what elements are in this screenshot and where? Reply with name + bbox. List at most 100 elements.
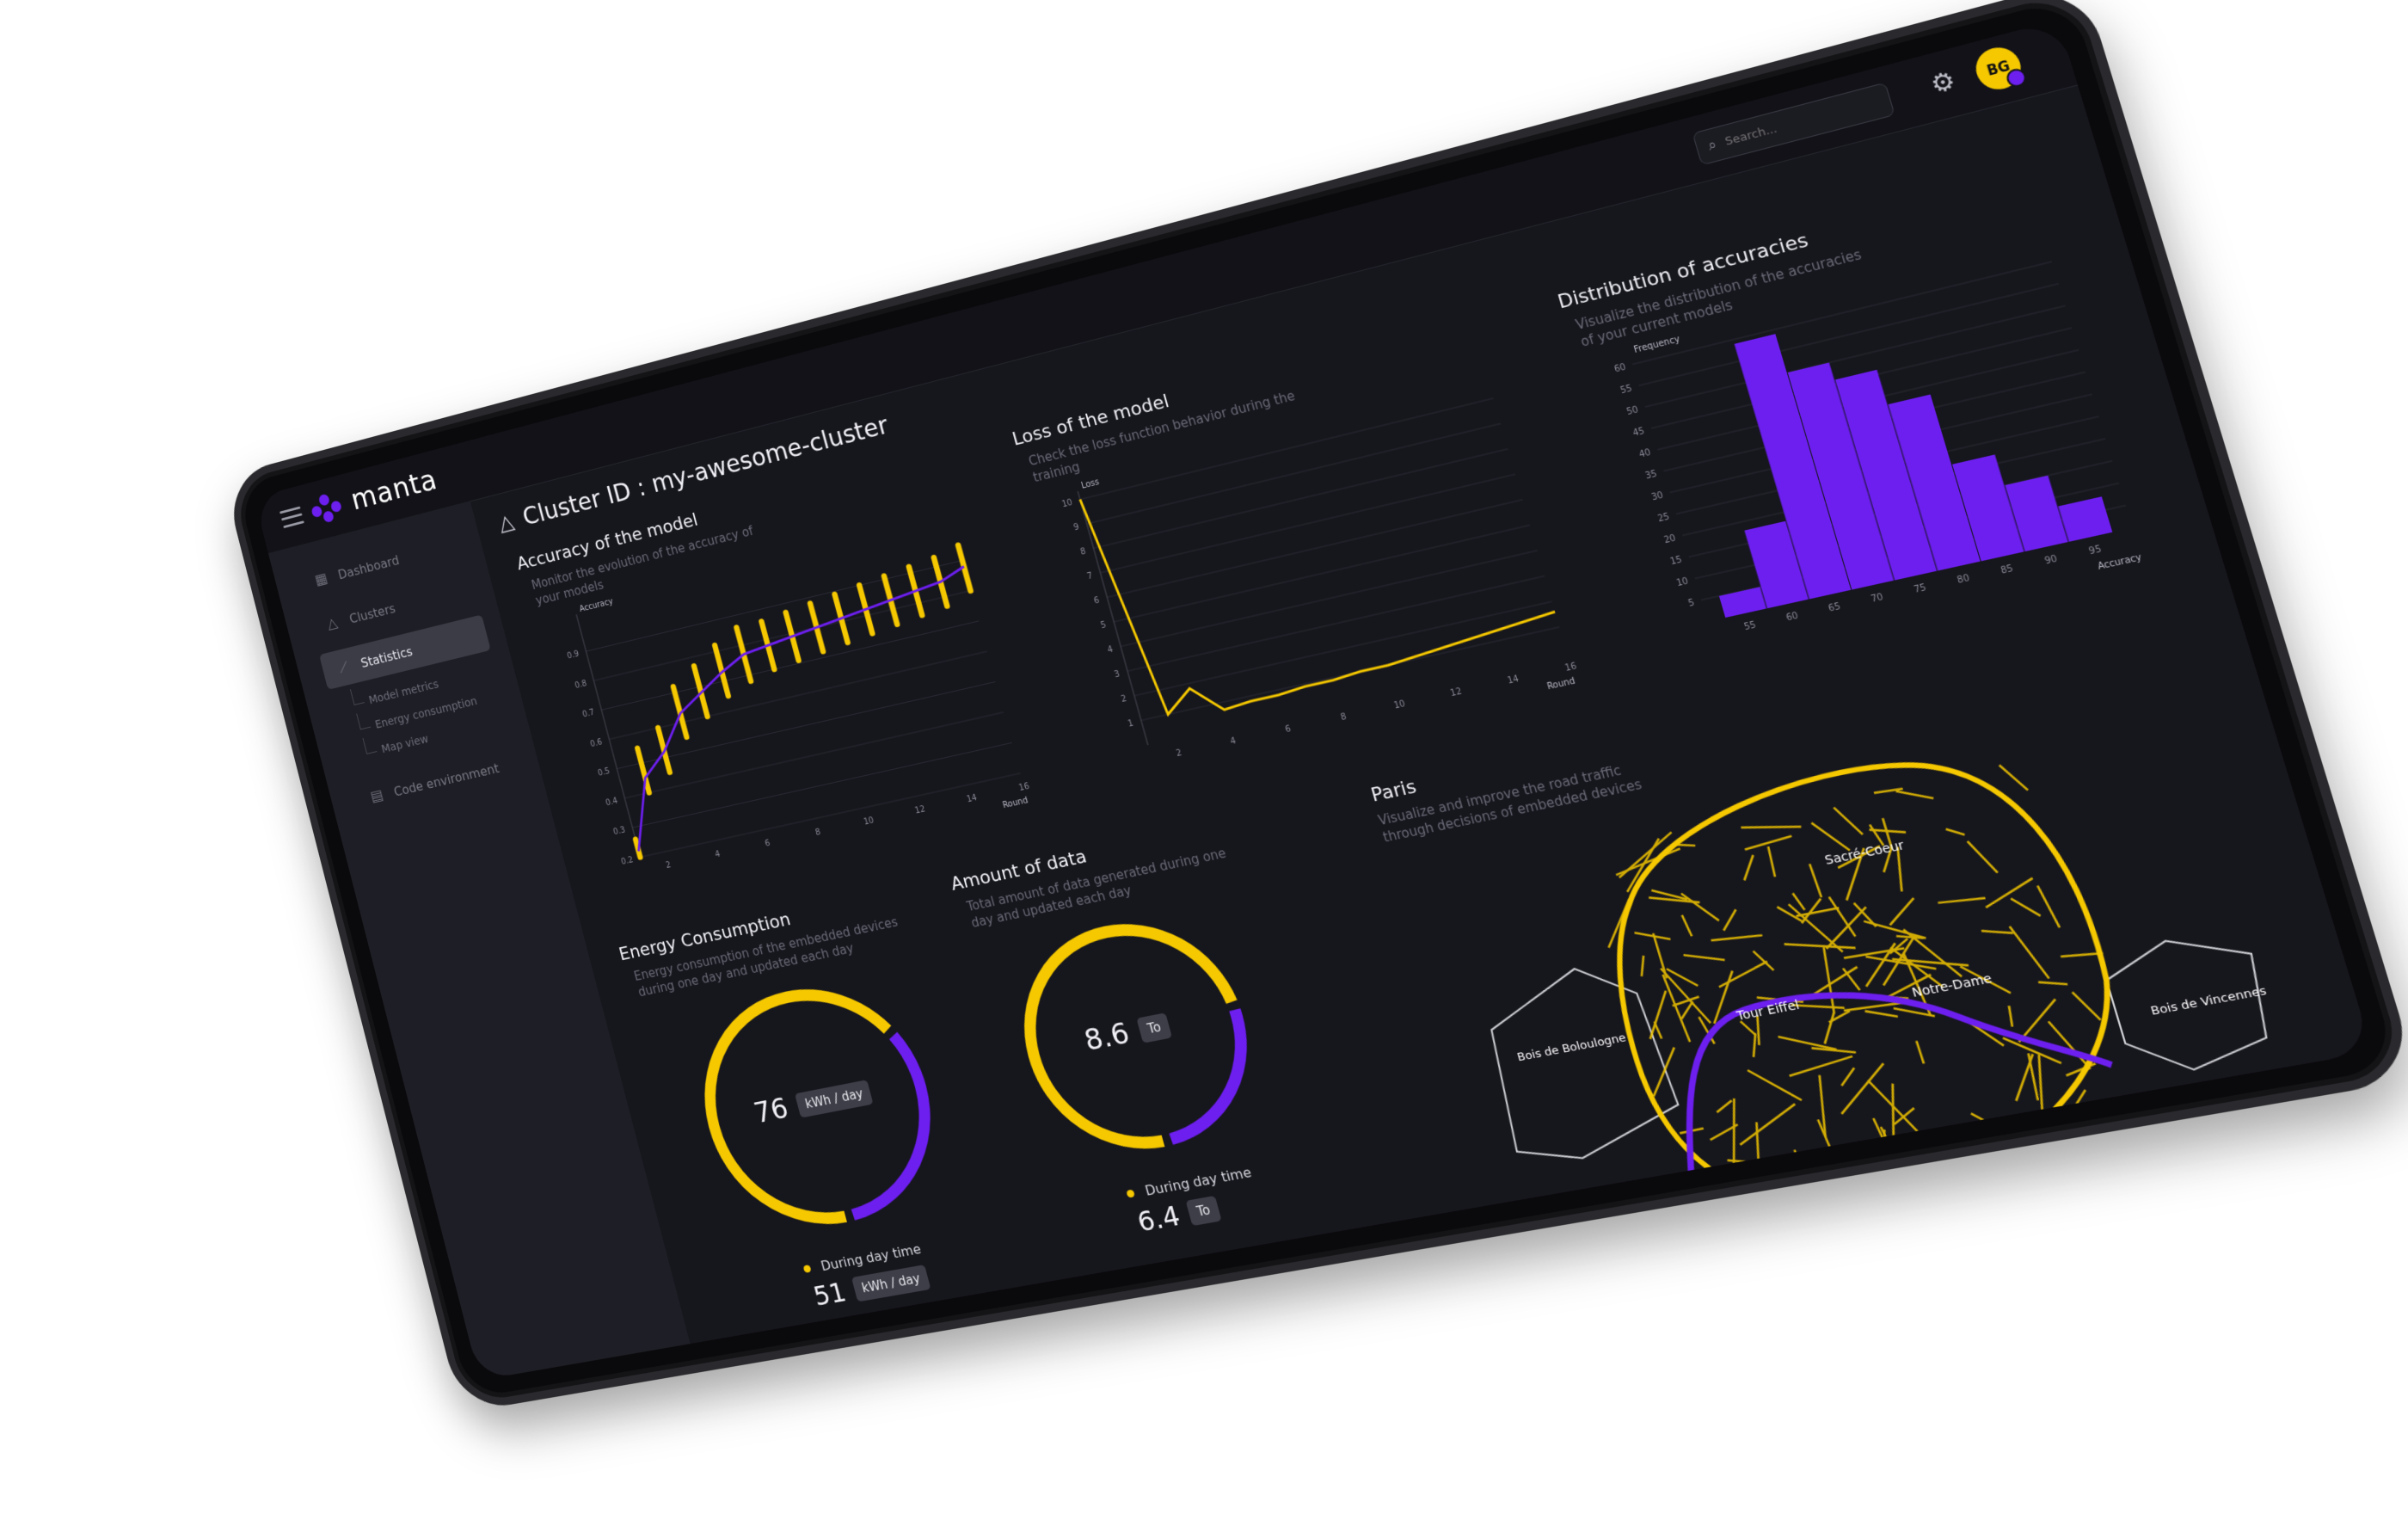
data-day-value: 6.4 xyxy=(1133,1199,1184,1239)
energy-night-label: During night time xyxy=(843,1329,956,1363)
grid-line xyxy=(1114,525,1530,622)
street-segment xyxy=(1837,1068,1858,1086)
street-segment xyxy=(1813,1154,1836,1192)
street-segment xyxy=(1857,1165,1900,1185)
street-segment xyxy=(1946,826,1965,838)
yellow-dot-icon xyxy=(802,1265,812,1273)
grid-line xyxy=(1121,551,1537,647)
street-segment xyxy=(1707,1124,1741,1140)
cluster-icon: △ xyxy=(325,613,340,633)
cluster-icon: △ xyxy=(495,508,517,536)
sidebar-subitem-map[interactable]: Map view xyxy=(380,732,430,756)
x-tick-label: 6 xyxy=(764,839,771,849)
street-segment xyxy=(1873,1117,1891,1160)
x-tick-label: 65 xyxy=(1828,601,1842,614)
data-night-value: 2.2 xyxy=(1158,1291,1209,1331)
sidebar-item-code-environment[interactable]: ▤ Code environment xyxy=(352,745,525,818)
energy-day-value: 51 xyxy=(810,1276,850,1313)
y-tick-label: 9 xyxy=(1072,522,1080,532)
street-segment xyxy=(1830,1185,1850,1190)
energy-total-value: 76 xyxy=(750,1092,792,1130)
x-tick-label: 10 xyxy=(863,815,875,827)
street-segment xyxy=(1971,1105,2032,1154)
energy-night-unit: kWh / day xyxy=(875,1354,955,1381)
street-segment xyxy=(1908,1167,1951,1228)
x-tick-label: 80 xyxy=(1956,573,1970,586)
x-tick-label: 16 xyxy=(1018,781,1031,793)
y-tick-label: 0.5 xyxy=(597,766,611,779)
grid-line xyxy=(632,742,1011,828)
data-night-legend: During night time 2.2 To xyxy=(1150,1255,1299,1331)
y-tick-label: 45 xyxy=(1631,426,1645,439)
street-segment xyxy=(1797,908,1840,916)
x-tick-label: 12 xyxy=(914,804,926,815)
street-segment xyxy=(1748,1062,1802,1108)
gear-icon[interactable]: ⚙ xyxy=(1926,65,1959,101)
search-input[interactable] xyxy=(1721,98,1865,150)
street-network xyxy=(1581,756,2173,1265)
street-segment xyxy=(2006,1006,2015,1026)
app-name: manta xyxy=(347,463,441,517)
x-tick-label: 8 xyxy=(1340,712,1348,723)
street-segment xyxy=(2047,1090,2097,1134)
y-tick-label: 4 xyxy=(1107,644,1115,655)
sidebar-subitem-model-metrics[interactable]: Model metrics xyxy=(367,678,440,707)
y-tick-label: 3 xyxy=(1114,669,1121,680)
street-segment xyxy=(1923,1144,1963,1160)
y-tick-label: 20 xyxy=(1663,533,1678,546)
yellow-dot-icon xyxy=(1126,1189,1136,1198)
street-segment xyxy=(1738,855,1760,880)
street-segment xyxy=(2011,894,2040,920)
statistics-icon: ⟋ xyxy=(337,658,351,677)
y-tick-label: 5 xyxy=(1687,598,1696,609)
y-tick-label: 7 xyxy=(1086,571,1094,582)
street-segment xyxy=(1777,1191,1791,1222)
street-segment xyxy=(1715,962,1772,988)
grid-line xyxy=(1100,474,1515,573)
street-segment xyxy=(1968,837,1998,877)
x-tick-label: 14 xyxy=(1507,674,1520,686)
x-tick-label: 4 xyxy=(1229,736,1237,748)
y-tick-label: 6 xyxy=(1093,595,1101,606)
street-segment xyxy=(2078,1122,2123,1191)
street-segment xyxy=(1818,1118,1837,1164)
street-segment xyxy=(2107,1095,2135,1117)
grid-line xyxy=(1094,449,1508,549)
street-segment xyxy=(1667,964,1698,991)
y-tick-label: 55 xyxy=(1619,384,1633,397)
street-segment xyxy=(1655,1021,1662,1039)
street-segment xyxy=(1938,894,1985,907)
street-segment xyxy=(1795,1149,1806,1179)
paris-map[interactable]: Sacré-Coeur Tour Eiffel Notre-Dame Bois … xyxy=(1379,649,2345,1297)
street-segment xyxy=(2000,761,2028,794)
x-tick-label: 8 xyxy=(814,828,822,838)
avatar[interactable]: BG xyxy=(1970,42,2029,95)
map-label-notre-dame: Notre-Dame xyxy=(1910,972,1993,1001)
street-segment xyxy=(1830,1063,1895,1114)
tablet-frame: manta ⌕ ⚙ BG ▦ Dashboard △ xyxy=(222,0,2408,1413)
x-tick-label: 95 xyxy=(2088,544,2104,557)
street-segment xyxy=(1883,898,1920,925)
purple-dot-icon xyxy=(826,1353,836,1363)
street-segment xyxy=(2034,1144,2062,1168)
street-segment xyxy=(1683,948,1724,968)
street-segment xyxy=(1981,878,2039,908)
x-tick-label: 75 xyxy=(1913,582,1927,595)
x-tick-label: 2 xyxy=(1175,748,1182,760)
map-label-bois-de-vincennes: Bois de Vincennes xyxy=(2149,983,2268,1018)
y-axis-label: Frequency xyxy=(1632,334,1681,355)
y-tick-label: 30 xyxy=(1650,490,1664,503)
y-tick-label: 10 xyxy=(1675,576,1690,589)
data-night-label: During night time xyxy=(1168,1254,1289,1291)
y-tick-label: 0.7 xyxy=(581,708,595,720)
search-icon: ⌕ xyxy=(1705,135,1719,154)
menu-icon[interactable] xyxy=(279,506,304,528)
error-bar xyxy=(715,645,728,696)
street-segment xyxy=(1635,926,1671,945)
y-tick-label: 5 xyxy=(1100,620,1108,631)
street-segment xyxy=(2037,884,2060,930)
sidebar-item-label: Statistics xyxy=(359,643,415,671)
street-segment xyxy=(1981,926,2013,939)
y-tick-label: 2 xyxy=(1120,694,1127,705)
